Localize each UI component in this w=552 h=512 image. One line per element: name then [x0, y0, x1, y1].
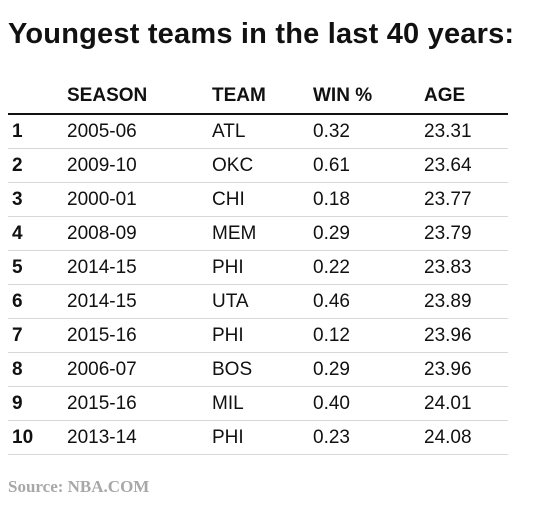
age-cell: 23.77 — [424, 182, 508, 217]
team-cell: PHI — [212, 250, 313, 285]
season-cell: 2008-09 — [67, 216, 212, 251]
age-cell: 23.89 — [424, 284, 508, 319]
rank-cell: 10 — [8, 420, 67, 455]
table-row: 2 2009-10 OKC 0.61 23.64 — [8, 148, 508, 183]
header-team: TEAM — [212, 78, 313, 115]
team-cell: MIL — [212, 386, 313, 421]
team-cell: MEM — [212, 216, 313, 251]
youngest-teams-table: SEASON TEAM WIN % AGE 1 2005-06 ATL 0.32 23.… — [8, 78, 508, 455]
table-row: 7 2015-16 PHI 0.12 23.96 — [8, 318, 508, 353]
rank-cell: 7 — [8, 318, 67, 353]
season-cell: 2015-16 — [67, 318, 212, 353]
rank-cell: 5 — [8, 250, 67, 285]
chart-title: Youngest teams in the last 40 years: — [8, 18, 515, 50]
rank-cell: 4 — [8, 216, 67, 251]
header-win-pct: WIN % — [313, 78, 424, 115]
header-rank — [8, 78, 67, 115]
team-cell: BOS — [212, 352, 313, 387]
season-cell: 2006-07 — [67, 352, 212, 387]
age-cell: 24.01 — [424, 386, 508, 421]
age-cell: 23.31 — [424, 114, 508, 149]
table-row: 3 2000-01 CHI 0.18 23.77 — [8, 182, 508, 217]
source-note: Source: NBA.COM — [8, 477, 150, 496]
age-cell: 23.83 — [424, 250, 508, 285]
age-cell: 23.79 — [424, 216, 508, 251]
table-row: 8 2006-07 BOS 0.29 23.96 — [8, 352, 508, 387]
rank-cell: 1 — [8, 114, 67, 149]
season-cell: 2005-06 — [67, 114, 212, 149]
season-cell: 2014-15 — [67, 250, 212, 285]
win-pct-cell: 0.46 — [313, 284, 424, 319]
rank-cell: 8 — [8, 352, 67, 387]
win-pct-cell: 0.29 — [313, 216, 424, 251]
table-row: 9 2015-16 MIL 0.40 24.01 — [8, 386, 508, 421]
age-cell: 23.64 — [424, 148, 508, 183]
win-pct-cell: 0.18 — [313, 182, 424, 217]
season-cell: 2009-10 — [67, 148, 212, 183]
win-pct-cell: 0.23 — [313, 420, 424, 455]
header-age: AGE — [424, 78, 508, 115]
team-cell: PHI — [212, 318, 313, 353]
age-cell: 23.96 — [424, 352, 508, 387]
season-cell: 2013-14 — [67, 420, 212, 455]
win-pct-cell: 0.32 — [313, 114, 424, 149]
season-cell: 2000-01 — [67, 182, 212, 217]
table-body: 1 2005-06 ATL 0.32 23.31 2 2009-10 OKC 0.61 23.64… — [8, 114, 508, 455]
table-row: 4 2008-09 MEM 0.29 23.79 — [8, 216, 508, 251]
table-row: 5 2014-15 PHI 0.22 23.83 — [8, 250, 508, 285]
table-row: 10 2013-14 PHI 0.23 24.08 — [8, 420, 508, 455]
team-cell: OKC — [212, 148, 313, 183]
win-pct-cell: 0.61 — [313, 148, 424, 183]
rank-cell: 3 — [8, 182, 67, 217]
win-pct-cell: 0.40 — [313, 386, 424, 421]
table-row: 1 2005-06 ATL 0.32 23.31 — [8, 114, 508, 149]
rank-cell: 2 — [8, 148, 67, 183]
rank-cell: 9 — [8, 386, 67, 421]
team-cell: PHI — [212, 420, 313, 455]
header-row: SEASON TEAM WIN % AGE — [8, 78, 508, 115]
win-pct-cell: 0.29 — [313, 352, 424, 387]
team-cell: CHI — [212, 182, 313, 217]
season-cell: 2014-15 — [67, 284, 212, 319]
table-row: 6 2014-15 UTA 0.46 23.89 — [8, 284, 508, 319]
team-cell: UTA — [212, 284, 313, 319]
age-cell: 23.96 — [424, 318, 508, 353]
age-cell: 24.08 — [424, 420, 508, 455]
rank-cell: 6 — [8, 284, 67, 319]
win-pct-cell: 0.12 — [313, 318, 424, 353]
header-season: SEASON — [67, 78, 212, 115]
win-pct-cell: 0.22 — [313, 250, 424, 285]
team-cell: ATL — [212, 114, 313, 149]
season-cell: 2015-16 — [67, 386, 212, 421]
